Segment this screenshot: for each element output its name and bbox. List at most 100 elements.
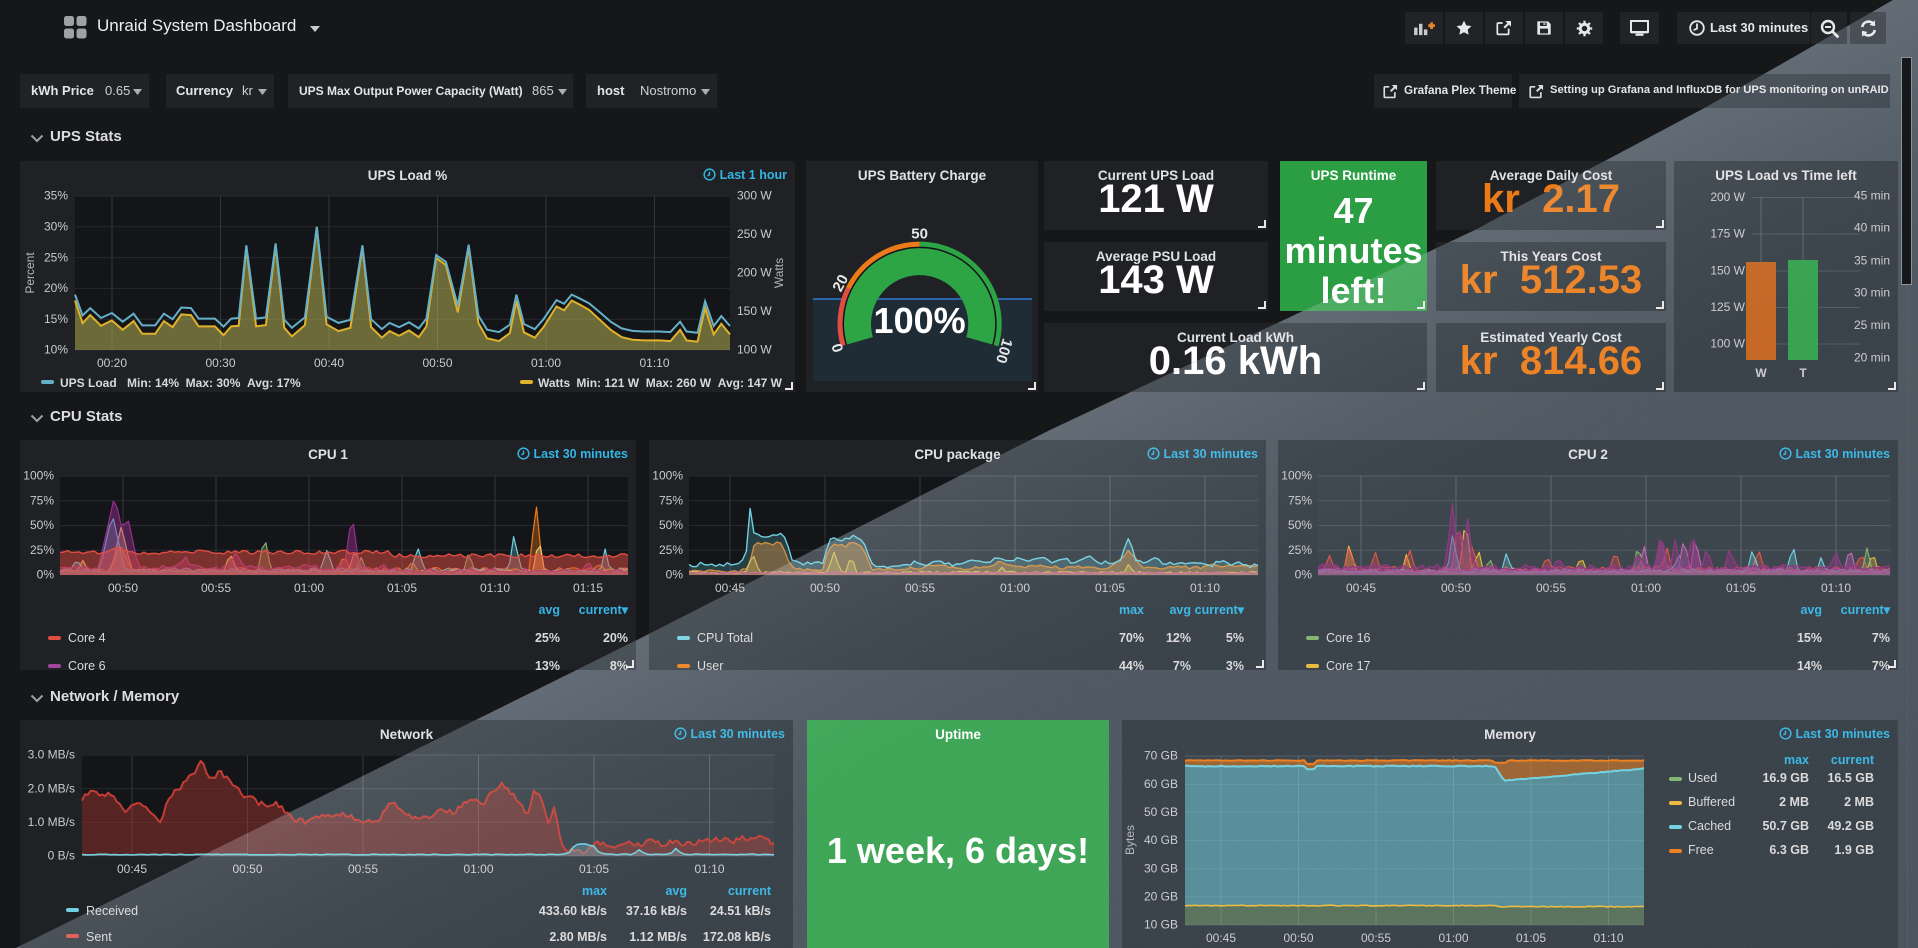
svg-text:00:50: 00:50 <box>1283 931 1313 945</box>
svg-text:100%: 100% <box>652 469 683 483</box>
svg-text:37.16 kB/s: 37.16 kB/s <box>626 904 687 918</box>
svg-text:25%: 25% <box>535 631 560 645</box>
svg-text:15%: 15% <box>1797 631 1822 645</box>
svg-text:49.2 GB: 49.2 GB <box>1827 819 1874 833</box>
svg-text:150 W: 150 W <box>737 304 772 318</box>
svg-text:50: 50 <box>911 226 928 243</box>
svg-text:7%: 7% <box>1872 631 1890 645</box>
svg-text:20 min: 20 min <box>1854 351 1890 365</box>
svg-text:01:10: 01:10 <box>480 581 510 595</box>
svg-text:70 GB: 70 GB <box>1144 749 1178 763</box>
svg-text:max: max <box>1119 603 1144 617</box>
svg-text:30 GB: 30 GB <box>1144 861 1178 875</box>
svg-text:00:55: 00:55 <box>1536 581 1566 595</box>
svg-text:00:50: 00:50 <box>810 581 840 595</box>
svg-text:2.80 MB/s: 2.80 MB/s <box>549 930 607 944</box>
svg-text:01:10: 01:10 <box>1593 931 1623 945</box>
svg-text:Watts: Watts <box>772 258 786 288</box>
svg-text:100%: 100% <box>874 300 966 341</box>
svg-text:172.08 kB/s: 172.08 kB/s <box>703 930 771 944</box>
svg-text:100%: 100% <box>23 469 54 483</box>
svg-text:00:50: 00:50 <box>1441 581 1471 595</box>
svg-text:current▾: current▾ <box>579 603 629 617</box>
svg-text:200 W: 200 W <box>737 266 772 280</box>
svg-text:0 B/s: 0 B/s <box>48 849 75 863</box>
svg-text:current▾: current▾ <box>1841 603 1891 617</box>
svg-text:50%: 50% <box>659 518 683 532</box>
svg-text:45 min: 45 min <box>1854 189 1890 203</box>
svg-text:00:40: 00:40 <box>314 356 344 370</box>
svg-text:25%: 25% <box>659 543 683 557</box>
svg-text:2.0 MB/s: 2.0 MB/s <box>28 781 75 795</box>
svg-text:1.9 GB: 1.9 GB <box>1834 843 1874 857</box>
svg-text:User: User <box>697 659 723 670</box>
svg-text:75%: 75% <box>659 493 683 507</box>
svg-text:Percent: Percent <box>23 252 37 294</box>
svg-text:01:00: 01:00 <box>1631 581 1661 595</box>
svg-text:16.5 GB: 16.5 GB <box>1827 771 1874 785</box>
svg-text:00:20: 00:20 <box>97 356 127 370</box>
svg-text:3%: 3% <box>1226 659 1244 670</box>
svg-text:0%: 0% <box>37 568 55 582</box>
svg-text:12%: 12% <box>1166 631 1191 645</box>
svg-text:2 MB: 2 MB <box>1779 795 1809 809</box>
svg-text:Core 6: Core 6 <box>68 659 106 670</box>
svg-text:01:15: 01:15 <box>573 581 603 595</box>
svg-text:T: T <box>1799 366 1807 380</box>
svg-text:0%: 0% <box>666 568 684 582</box>
svg-text:01:05: 01:05 <box>387 581 417 595</box>
svg-text:Min: 121 W Max: 260 W Avg: 1: Min: 121 W Max: 260 W Avg: 147 W <box>576 376 782 390</box>
svg-text:00:50: 00:50 <box>232 862 262 876</box>
svg-text:75%: 75% <box>1288 493 1312 507</box>
svg-text:01:10: 01:10 <box>639 356 669 370</box>
svg-text:25%: 25% <box>30 543 54 557</box>
svg-text:01:10: 01:10 <box>694 862 724 876</box>
svg-text:00:55: 00:55 <box>348 862 378 876</box>
svg-text:50%: 50% <box>1288 518 1312 532</box>
svg-text:25%: 25% <box>1288 543 1312 557</box>
svg-text:01:00: 01:00 <box>294 581 324 595</box>
svg-text:200 W: 200 W <box>1710 190 1745 204</box>
svg-text:Cached: Cached <box>1688 819 1731 833</box>
svg-text:current: current <box>728 884 772 898</box>
svg-text:avg: avg <box>538 603 560 617</box>
svg-text:00:45: 00:45 <box>117 862 147 876</box>
svg-text:25%: 25% <box>44 250 68 264</box>
svg-text:UPS Load: UPS Load <box>60 376 117 390</box>
svg-text:60 GB: 60 GB <box>1144 777 1178 791</box>
svg-text:20%: 20% <box>603 631 628 645</box>
svg-text:max: max <box>582 884 607 898</box>
svg-text:00:55: 00:55 <box>1361 931 1391 945</box>
svg-text:16.9 GB: 16.9 GB <box>1762 771 1809 785</box>
svg-text:avg: avg <box>1800 603 1822 617</box>
svg-text:Sent: Sent <box>86 930 112 944</box>
svg-text:max: max <box>1784 753 1809 767</box>
svg-text:00:55: 00:55 <box>201 581 231 595</box>
svg-text:100%: 100% <box>1281 469 1312 483</box>
svg-text:70%: 70% <box>1119 631 1144 645</box>
svg-text:7%: 7% <box>1173 659 1191 670</box>
svg-text:00:45: 00:45 <box>1206 931 1236 945</box>
svg-text:300 W: 300 W <box>737 189 772 203</box>
svg-text:13%: 13% <box>535 659 560 670</box>
svg-text:Core 16: Core 16 <box>1326 631 1371 645</box>
svg-text:01:00: 01:00 <box>531 356 561 370</box>
svg-text:433.60 kB/s: 433.60 kB/s <box>539 904 607 918</box>
svg-text:40 min: 40 min <box>1854 221 1890 235</box>
svg-text:Min: 14% Max: 30% Avg: 17%: Min: 14% Max: 30% Avg: 17% <box>127 376 301 390</box>
svg-text:24.51 kB/s: 24.51 kB/s <box>710 904 771 918</box>
svg-text:2 MB: 2 MB <box>1844 795 1874 809</box>
svg-text:125 W: 125 W <box>1710 300 1745 314</box>
svg-text:Core 17: Core 17 <box>1326 659 1371 670</box>
svg-text:40 GB: 40 GB <box>1144 833 1178 847</box>
svg-text:00:50: 00:50 <box>422 356 452 370</box>
svg-text:01:05: 01:05 <box>579 862 609 876</box>
svg-text:10%: 10% <box>44 343 68 357</box>
svg-text:01:05: 01:05 <box>1516 931 1546 945</box>
svg-text:100 W: 100 W <box>737 343 772 357</box>
svg-text:50%: 50% <box>30 518 54 532</box>
svg-text:current: current <box>1831 753 1875 767</box>
svg-text:Free: Free <box>1688 843 1714 857</box>
svg-text:01:00: 01:00 <box>463 862 493 876</box>
svg-text:01:05: 01:05 <box>1726 581 1756 595</box>
